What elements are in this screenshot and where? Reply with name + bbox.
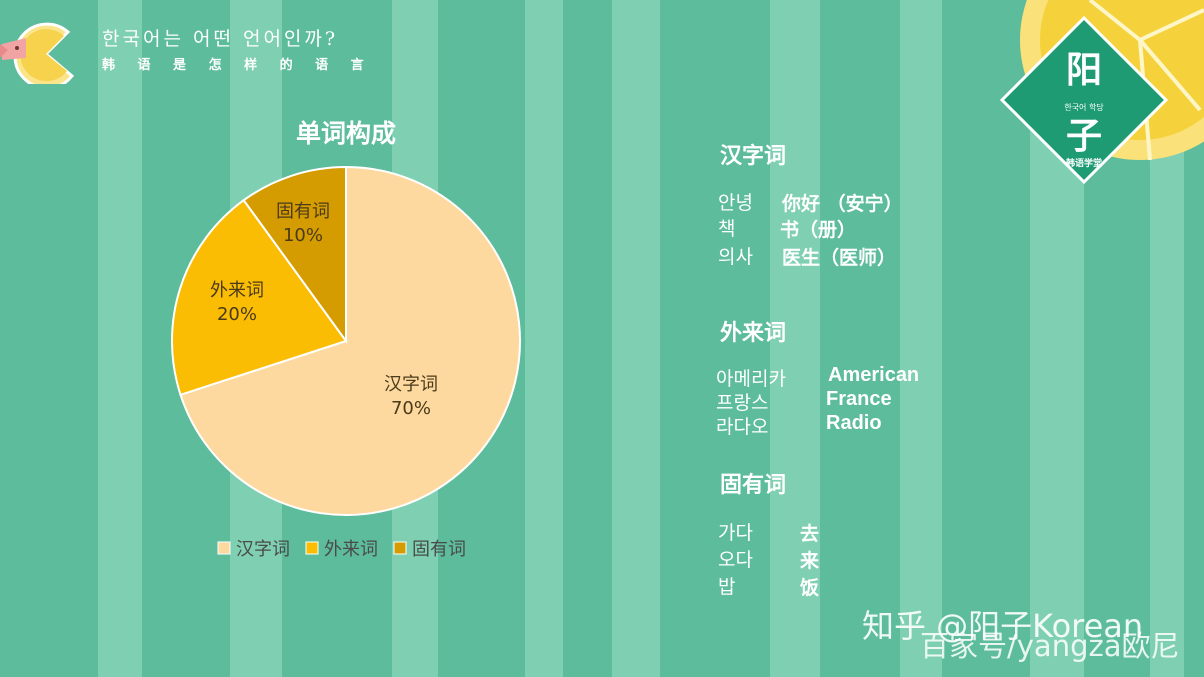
word-korean: 안녕 (718, 192, 753, 214)
legend-label: 外来词 (324, 539, 378, 560)
page-subtitle-chinese: 韩 语 是 怎 样 的 语 言 (102, 58, 373, 73)
word-meaning: 你好 （安宁） (782, 193, 903, 215)
brand-char-bottom: 子 (1066, 116, 1102, 157)
pie-slice-2 (171, 198, 348, 397)
brand-caption: 韩语学堂 (1066, 157, 1102, 169)
pie-slice-3 (242, 165, 347, 345)
word-meaning: American (828, 364, 920, 386)
legend-swatch (305, 541, 319, 555)
pie-slice-1 (179, 165, 521, 516)
word-meaning: 书（册） (780, 219, 857, 241)
word-korean: 밥 (718, 576, 736, 598)
brand-char-top: 阳 (1066, 50, 1102, 91)
word-meaning: Radio (826, 412, 882, 434)
slice-value-label: 70% (391, 398, 431, 419)
yangzi-brand-logo: 阳 한국어 학당 子 韩语学堂 (1000, 0, 1204, 185)
word-korean: 가다 (718, 522, 753, 544)
section-title-native-words: 固有词 (720, 473, 787, 498)
chart-title: 单词构成 (296, 119, 396, 148)
word-korean: 프랑스 (716, 392, 769, 414)
legend-swatch (393, 541, 407, 555)
legend-swatch (217, 541, 231, 555)
slice-category-label: 外来词 (210, 280, 264, 301)
word-korean: 라다오 (716, 416, 769, 438)
word-meaning: 来 (800, 550, 820, 572)
section-title-sino-korean: 汉字词 (720, 144, 787, 169)
word-korean: 책 (718, 218, 736, 240)
watermark-zhihu: 知乎 @阳子Korean (862, 607, 1144, 645)
page-title-korean: 한국어는 어떤 언어인까? (102, 28, 339, 50)
word-korean: 오다 (718, 549, 753, 571)
brand-tagline: 한국어 학당 (1064, 102, 1104, 112)
word-korean: 의사 (718, 246, 753, 268)
word-korean: 아메리카 (716, 368, 786, 390)
legend-label: 固有词 (412, 539, 466, 560)
word-meaning: 饭 (800, 577, 820, 599)
watermark-baijiahao: 百家号/yangza欧尼 (920, 629, 1180, 663)
slice-value-label: 10% (283, 225, 323, 246)
slice-category-label: 汉字词 (384, 374, 438, 395)
slice-category-label: 固有词 (276, 201, 330, 222)
word-meaning: 去 (800, 523, 820, 545)
lemon-fish-logo (0, 22, 75, 84)
legend-label: 汉字词 (236, 539, 290, 560)
word-meaning: France (826, 388, 892, 410)
section-title-loanwords: 外来词 (720, 321, 787, 346)
slice-value-label: 20% (217, 304, 257, 325)
word-meaning: 医生（医师） (782, 247, 897, 269)
